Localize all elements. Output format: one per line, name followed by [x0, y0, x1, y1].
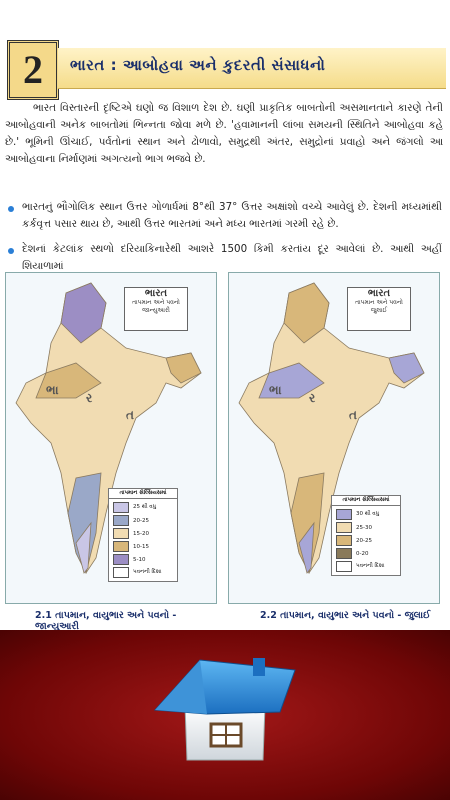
bullet-text: દેશનાં કેટલાંક સ્થળો દરિયાકિનારેથી આશરે …: [22, 243, 442, 272]
map-text: ર: [86, 391, 93, 405]
map-subtitle: તાપમાન અને પવનો જુલાઈ: [355, 299, 403, 314]
legend-swatch: [336, 509, 352, 520]
legend-label: 30 થી વધુ: [356, 511, 380, 517]
legend: તાપમાન સેલ્સિયસમાં 30 થી વધુ 25-30 20-25 0-2…: [331, 495, 401, 576]
legend-label: 25-30: [356, 524, 372, 531]
legend-label: 20-25: [133, 517, 149, 524]
map-country: ભારત: [367, 288, 391, 299]
legend-swatch: [113, 515, 129, 526]
legend-row: 20-25: [336, 534, 400, 547]
legend: તાપમાન સેલ્સિયસમાં 25 થી વધુ 20-25 15-20 10-…: [108, 488, 178, 582]
map-caption: 2.1 તાપમાન, વાયુભાર અને પવનો - જાન્યુઆરી: [35, 610, 177, 632]
legend-swatch: [113, 541, 129, 552]
legend-label: 15-20: [133, 530, 149, 537]
title-band: [58, 48, 446, 89]
map-text: ત: [126, 408, 134, 422]
legend-row: 30 થી વધુ: [336, 508, 400, 521]
legend-row: 20-25: [113, 514, 177, 527]
map-label-box: ભારત તાપમાન અને પવનો જાન્યુઆરી: [124, 287, 188, 331]
legend-swatch: [336, 522, 352, 533]
legend-swatch: [113, 554, 129, 565]
map-region: [238, 282, 425, 574]
chapter-number: 2: [7, 40, 59, 100]
map-text: ર: [309, 391, 316, 405]
map-region: [67, 472, 102, 575]
india-map: [15, 282, 202, 575]
map-region: [60, 282, 107, 344]
map-text: ભા: [46, 383, 59, 397]
legend-label: 10-15: [133, 543, 149, 550]
map-region: [298, 521, 315, 574]
textbook-page: 2 ભારત : આબોહવા અને કુદરતી સંસાધનો ભારત …: [5, 40, 446, 632]
legend-row: 15-20: [113, 527, 177, 540]
map-text: ભા: [269, 383, 282, 397]
map-region: [75, 521, 92, 574]
legend-label: પવનની દિશા: [133, 569, 162, 575]
intro-paragraph: ભારત વિસ્તારની દૃષ્ટિએ ઘણો જ વિશાળ દેશ છ…: [5, 102, 443, 165]
legend-row: 0-20: [336, 547, 400, 560]
map-region: [283, 282, 330, 344]
legend-swatch: [336, 561, 352, 572]
map-country: ભારત: [144, 288, 168, 299]
legend-title: તાપમાન સેલ્સિયસમાં: [332, 496, 400, 506]
legend-row: પવનની દિશા: [336, 560, 400, 573]
legend-label: 20-25: [356, 537, 372, 544]
map-subtitle: તાપમાન અને પવનો જાન્યુઆરી: [132, 299, 180, 314]
map-frame: ભારત તાપમાન અને પવનો જાન્યુઆરી ભા ર ત તાપમાન …: [5, 272, 217, 604]
chapter-title: ભારત : આબોહવા અને કુદરતી સંસાધનો: [70, 56, 326, 74]
map-label-box: ભારત તાપમાન અને પવનો જુલાઈ: [347, 287, 411, 331]
map-region: [388, 352, 425, 384]
map-region: [165, 352, 202, 384]
legend-row: 25-30: [336, 521, 400, 534]
legend-swatch: [336, 535, 352, 546]
legend-row: 25 થી વધુ: [113, 501, 177, 514]
legend-row: 10-15: [113, 540, 177, 553]
map-region: [290, 472, 325, 575]
footer-band: [0, 630, 450, 800]
legend-swatch: [113, 567, 129, 578]
map-text: ત: [349, 408, 357, 422]
legend-label: 25 થી વધુ: [133, 504, 157, 510]
home-button[interactable]: [145, 648, 305, 768]
legend-label: પવનની દિશા: [356, 563, 385, 569]
legend-title: તાપમાન સેલ્સિયસમાં: [109, 489, 177, 499]
map-caption: 2.2 તાપમાન, વાયુભાર અને પવનો - જુલાઈ: [260, 610, 431, 621]
legend-swatch: [113, 528, 129, 539]
bullet-text: ભારતનું ભૌગોલિક સ્થાન ઉત્તર ગોળાર્ધમાં 8…: [22, 201, 442, 230]
map-frame: ભારત તાપમાન અને પવનો જુલાઈ ભા ર ત તાપમાન સેલ્…: [228, 272, 440, 604]
bullet-dot: [8, 206, 14, 212]
legend-row: પવનની દિશા: [113, 566, 177, 579]
map-region: [258, 362, 325, 399]
legend-label: 0-20: [356, 550, 369, 557]
india-map: [238, 282, 425, 575]
map-region: [35, 362, 102, 399]
bullet-dot: [8, 248, 14, 254]
legend-swatch: [336, 548, 352, 559]
legend-row: 5-10: [113, 553, 177, 566]
legend-label: 5-10: [133, 556, 146, 563]
legend-swatch: [113, 502, 129, 513]
